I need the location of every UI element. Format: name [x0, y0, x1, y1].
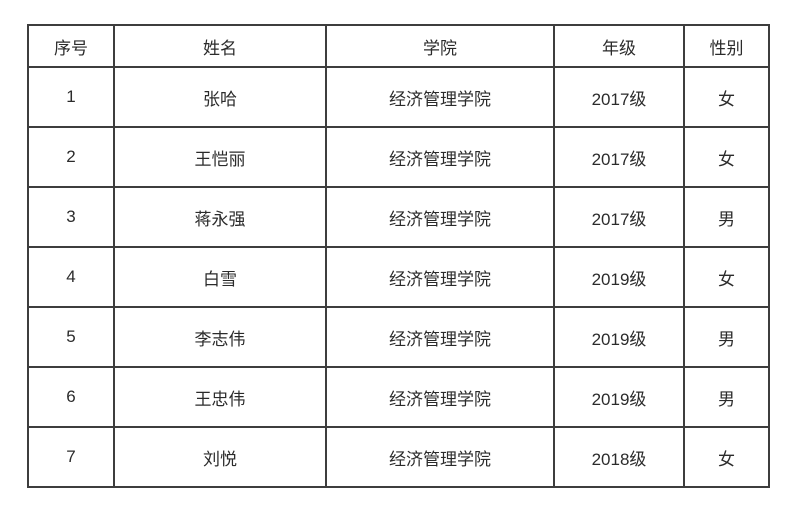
cell-grade: 2019级	[553, 366, 685, 428]
cell-school: 经济管理学院	[325, 306, 555, 368]
cell-index: 6	[27, 366, 115, 428]
cell-school: 经济管理学院	[325, 246, 555, 308]
cell-index: 7	[27, 426, 115, 488]
cell-index: 5	[27, 306, 115, 368]
cell-gender: 女	[683, 246, 770, 308]
cell-gender: 女	[683, 126, 770, 188]
cell-grade: 2019级	[553, 246, 685, 308]
cell-gender: 男	[683, 306, 770, 368]
cell-grade: 2018级	[553, 426, 685, 488]
cell-name: 刘悦	[113, 426, 327, 488]
table-row: 3 蒋永强 经济管理学院 2017级 男	[27, 186, 770, 248]
cell-school: 经济管理学院	[325, 186, 555, 248]
cell-school: 经济管理学院	[325, 66, 555, 128]
table-row: 4 白雪 经济管理学院 2019级 女	[27, 246, 770, 308]
cell-index: 2	[27, 126, 115, 188]
header-grade: 年级	[553, 24, 685, 68]
header-name: 姓名	[113, 24, 327, 68]
cell-school: 经济管理学院	[325, 366, 555, 428]
cell-school: 经济管理学院	[325, 426, 555, 488]
cell-name: 王忠伟	[113, 366, 327, 428]
cell-index: 3	[27, 186, 115, 248]
cell-name: 张哈	[113, 66, 327, 128]
cell-name: 白雪	[113, 246, 327, 308]
header-row: 序号 姓名 学院 年级 性别	[27, 24, 770, 68]
header-index: 序号	[27, 24, 115, 68]
table-header: 序号 姓名 学院 年级 性别	[27, 24, 770, 68]
cell-grade: 2017级	[553, 66, 685, 128]
cell-gender: 女	[683, 426, 770, 488]
cell-name: 王恺丽	[113, 126, 327, 188]
cell-name: 蒋永强	[113, 186, 327, 248]
table-body: 1 张哈 经济管理学院 2017级 女 2 王恺丽 经济管理学院 2017级 女…	[27, 66, 770, 488]
header-gender: 性别	[683, 24, 770, 68]
cell-gender: 女	[683, 66, 770, 128]
cell-index: 1	[27, 66, 115, 128]
cell-gender: 男	[683, 366, 770, 428]
cell-gender: 男	[683, 186, 770, 248]
header-school: 学院	[325, 24, 555, 68]
table-row: 6 王忠伟 经济管理学院 2019级 男	[27, 366, 770, 428]
cell-grade: 2019级	[553, 306, 685, 368]
table-row: 7 刘悦 经济管理学院 2018级 女	[27, 426, 770, 488]
table-row: 1 张哈 经济管理学院 2017级 女	[27, 66, 770, 128]
cell-grade: 2017级	[553, 186, 685, 248]
table-row: 5 李志伟 经济管理学院 2019级 男	[27, 306, 770, 368]
cell-index: 4	[27, 246, 115, 308]
cell-name: 李志伟	[113, 306, 327, 368]
cell-school: 经济管理学院	[325, 126, 555, 188]
cell-grade: 2017级	[553, 126, 685, 188]
student-roster-table: 序号 姓名 学院 年级 性别 1 张哈 经济管理学院 2017级 女 2 王恺丽…	[27, 24, 770, 488]
table-row: 2 王恺丽 经济管理学院 2017级 女	[27, 126, 770, 188]
